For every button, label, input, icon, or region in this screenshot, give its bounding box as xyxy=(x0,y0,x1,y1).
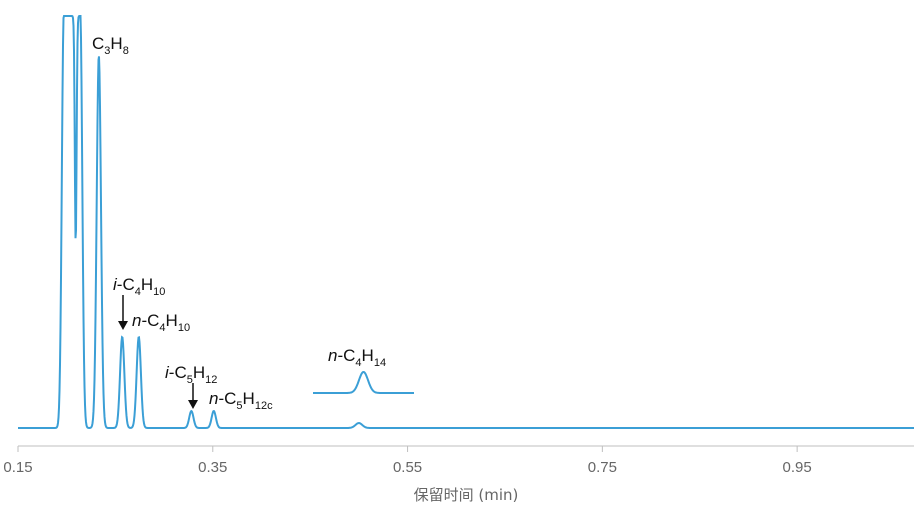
inset-trace xyxy=(313,370,414,394)
x-tick-label: 0.55 xyxy=(393,459,422,476)
x-tick-label: 0.95 xyxy=(783,459,812,476)
peak-arrows xyxy=(118,295,198,409)
x-tick-label: 0.75 xyxy=(588,459,617,476)
chromatogram-trace xyxy=(18,15,914,429)
peak-labels: C3H8 i-C4H10 n-C4H10 i-C5H12 n-C5H12c n-C4H14 xyxy=(92,34,386,412)
x-tick-labels: 0.15 0.35 0.55 0.75 0.95 xyxy=(3,446,812,476)
peak-arrow xyxy=(118,295,128,330)
trace-layer xyxy=(18,15,914,429)
inset-layer xyxy=(313,370,414,394)
peak-label: n-C4H10 xyxy=(132,311,190,334)
peak-label: C3H8 xyxy=(92,34,129,57)
x-tick-label: 0.35 xyxy=(198,459,227,476)
x-tick-label: 0.15 xyxy=(3,459,32,476)
peak-arrow xyxy=(188,383,198,409)
peak-label: n-C5H12c xyxy=(209,389,273,412)
peak-label: i-C4H10 xyxy=(113,275,165,298)
peak-label: i-C5H12 xyxy=(165,363,217,386)
x-axis-title: 保留时间 (min) xyxy=(414,486,519,504)
peak-label: n-C4H14 xyxy=(328,346,386,369)
